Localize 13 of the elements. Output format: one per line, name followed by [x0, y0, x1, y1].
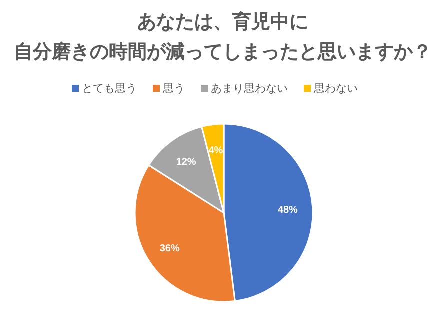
data-label: 48%	[278, 204, 298, 216]
title: あなたは、育児中に	[138, 12, 308, 33]
legend-item: とても思う	[72, 83, 137, 95]
data-label: 4%	[208, 145, 224, 156]
legend-label: とても思う	[82, 83, 137, 95]
subtitle: 自分磨きの時間が減ってしまったと思いますか？	[14, 42, 432, 63]
data-label: 36%	[160, 243, 180, 254]
legend-item: 思わない	[304, 83, 358, 95]
data-label: 12%	[176, 157, 196, 168]
legend-item: あまり思わない	[201, 83, 288, 95]
legend-label: 思わない	[313, 83, 358, 95]
legend-item: 思う	[153, 83, 185, 95]
legend-label: 思う	[162, 83, 185, 95]
